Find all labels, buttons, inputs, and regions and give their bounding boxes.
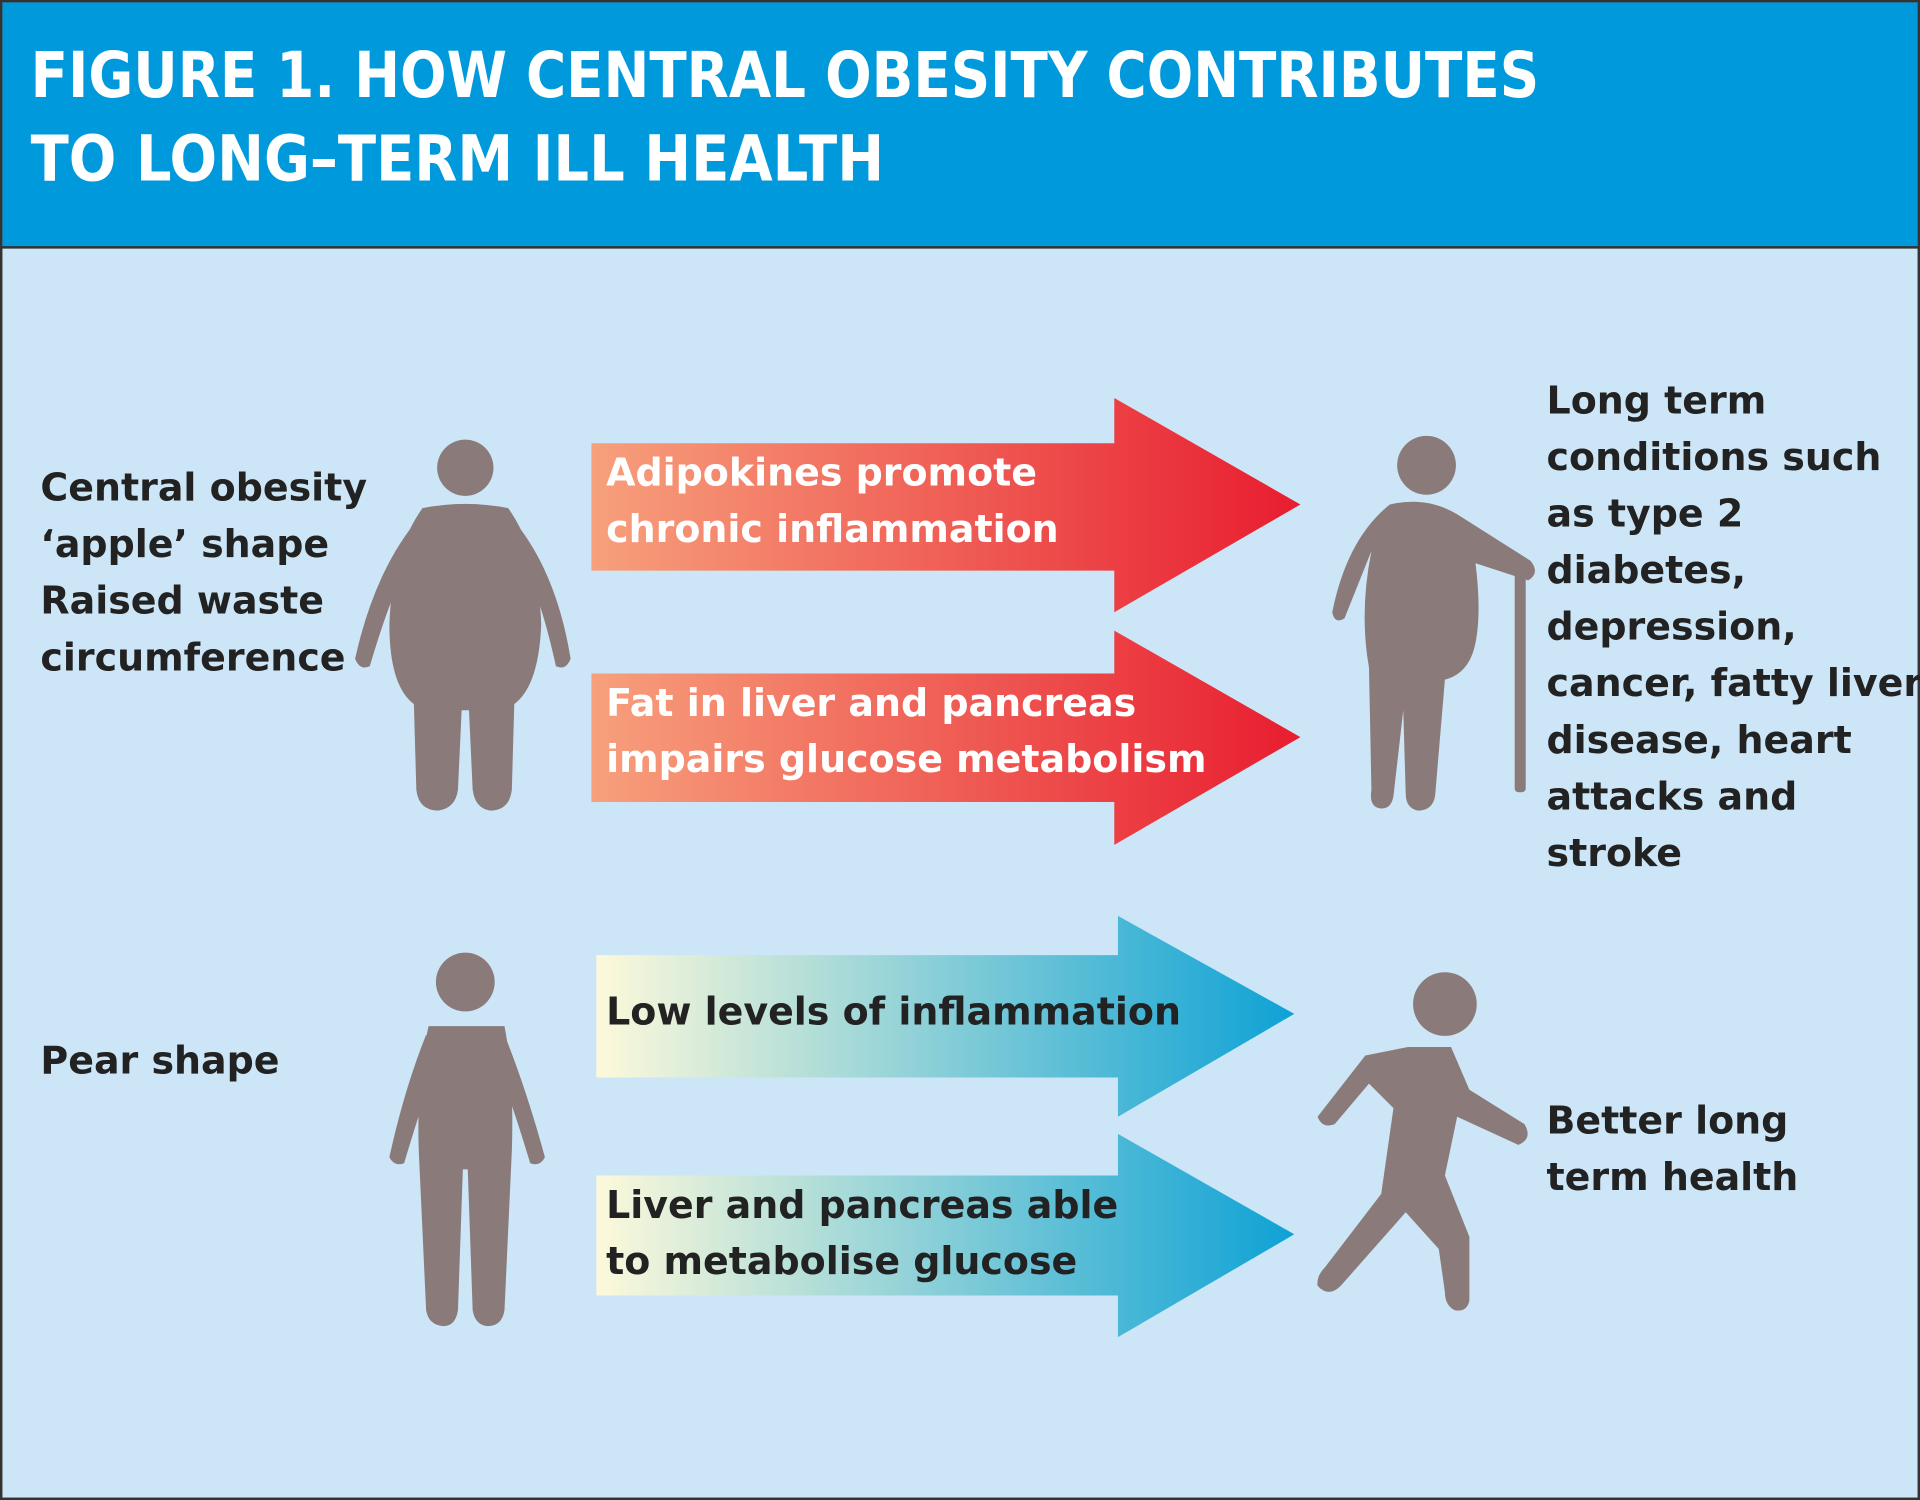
outcome-label: Long term: [1547, 378, 1767, 422]
arrow-label: Adipokines promote: [606, 451, 1037, 495]
arrow: [591, 630, 1301, 845]
shape-label: Pear shape: [40, 1038, 279, 1082]
arrow-label: Low levels of inflammation: [606, 989, 1181, 1033]
arrow-label: impairs glucose metabolism: [606, 737, 1206, 781]
outcome-label: as type 2: [1547, 492, 1744, 536]
shape-label: circumference: [40, 635, 345, 679]
shape-label: ‘apple’ shape: [40, 522, 329, 566]
title-line: TO LONG–TERM ILL HEALTH: [31, 122, 884, 196]
arrow-label: chronic inflammation: [606, 507, 1059, 551]
apple-figure: [355, 439, 571, 811]
shape-label: Raised waste: [40, 579, 324, 623]
outcome-label: stroke: [1547, 831, 1682, 875]
arrow: [596, 1133, 1295, 1338]
outcome-label: term health: [1547, 1155, 1799, 1199]
arrow: [596, 915, 1295, 1117]
outcome-label: attacks and: [1547, 774, 1798, 818]
header-band: [2, 2, 1918, 248]
arrow: [591, 397, 1301, 613]
arrow-label: to metabolise glucose: [606, 1239, 1077, 1283]
outcome-label: cancer, fatty liver: [1547, 661, 1920, 705]
title-line: FIGURE 1. HOW CENTRAL OBESITY CONTRIBUTE…: [31, 39, 1540, 113]
arrow-label: Fat in liver and pancreas: [606, 681, 1136, 725]
walking-figure: [1317, 972, 1528, 1311]
arrow-label: Liver and pancreas able: [606, 1183, 1118, 1227]
pear-figure: [389, 952, 545, 1327]
elderly-figure: [1332, 435, 1535, 811]
shape-label: Central obesity: [40, 465, 367, 509]
outcome-label: diabetes,: [1547, 548, 1747, 592]
outcome-label: conditions such: [1547, 435, 1882, 479]
outcome-label: disease, heart: [1547, 718, 1852, 762]
outcome-label: Better long: [1547, 1098, 1789, 1142]
outcome-label: depression,: [1547, 605, 1797, 649]
